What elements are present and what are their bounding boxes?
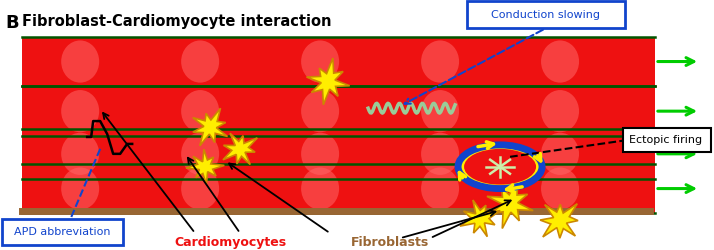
FancyBboxPatch shape (466, 2, 625, 28)
Ellipse shape (421, 133, 459, 175)
Ellipse shape (464, 149, 536, 184)
Ellipse shape (458, 145, 542, 188)
Polygon shape (186, 149, 224, 184)
Ellipse shape (61, 40, 99, 82)
Ellipse shape (421, 168, 459, 210)
Text: APD abbreviation: APD abbreviation (14, 227, 111, 237)
Ellipse shape (541, 90, 579, 132)
Polygon shape (193, 108, 228, 146)
Ellipse shape (61, 90, 99, 132)
Ellipse shape (61, 133, 99, 175)
Ellipse shape (421, 40, 459, 82)
Ellipse shape (301, 168, 339, 210)
Ellipse shape (181, 133, 219, 175)
Bar (22, 86, 655, 136)
FancyBboxPatch shape (623, 128, 710, 152)
Bar (22, 129, 655, 179)
Ellipse shape (541, 168, 579, 210)
FancyBboxPatch shape (1, 219, 123, 245)
Ellipse shape (301, 90, 339, 132)
Polygon shape (306, 58, 350, 105)
Text: Ectopic firing: Ectopic firing (630, 135, 703, 145)
Ellipse shape (181, 40, 219, 82)
Polygon shape (223, 133, 257, 164)
Ellipse shape (541, 133, 579, 175)
Text: Fibroblast-Cardiomyocyte interaction: Fibroblast-Cardiomyocyte interaction (22, 14, 332, 29)
Text: Fibroblasts: Fibroblasts (351, 236, 429, 249)
Text: Conduction slowing: Conduction slowing (491, 10, 600, 20)
Text: B: B (5, 14, 19, 32)
Ellipse shape (301, 40, 339, 82)
Ellipse shape (61, 168, 99, 210)
Polygon shape (487, 178, 533, 228)
Text: Cardiomyocytes: Cardiomyocytes (174, 236, 286, 249)
Polygon shape (540, 204, 578, 238)
Ellipse shape (181, 168, 219, 210)
Bar (22, 164, 655, 214)
Ellipse shape (421, 90, 459, 132)
Polygon shape (460, 200, 501, 237)
Bar (22, 37, 655, 86)
Ellipse shape (301, 133, 339, 175)
Ellipse shape (541, 40, 579, 82)
Ellipse shape (181, 90, 219, 132)
